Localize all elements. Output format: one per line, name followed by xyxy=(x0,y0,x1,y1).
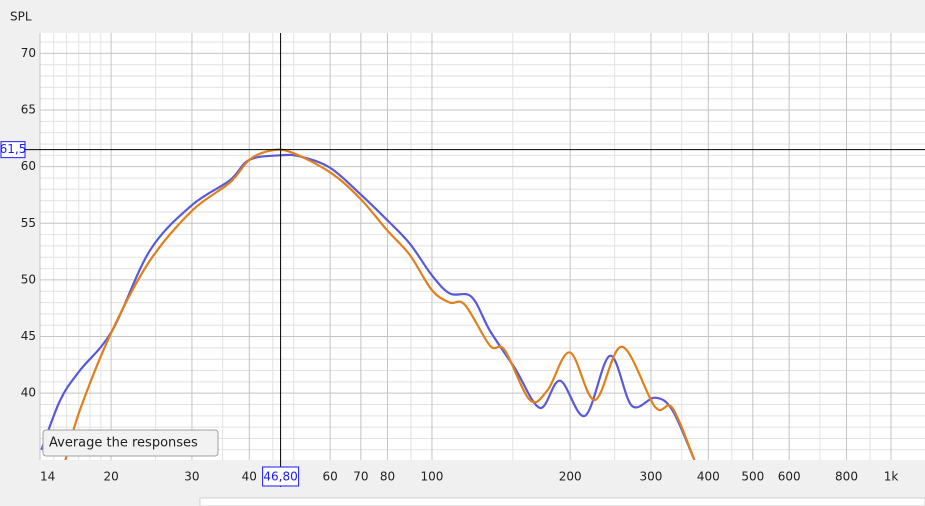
cursor-y-label: 61,5 xyxy=(0,142,26,156)
x-tick-label: 70 xyxy=(353,470,368,484)
x-tick-label: 600 xyxy=(778,470,801,484)
x-tick-label: 30 xyxy=(184,470,199,484)
x-tick-label: 200 xyxy=(559,470,582,484)
curves xyxy=(40,148,696,460)
x-tick-label: 100 xyxy=(421,470,444,484)
y-tick-label: 45 xyxy=(21,329,36,343)
cursor-x-label: 46,80 xyxy=(263,470,297,484)
cursor-x-box xyxy=(262,466,300,487)
response-curve xyxy=(40,153,696,460)
cursor-y-box xyxy=(0,141,26,159)
y-tick-label: 55 xyxy=(21,216,36,230)
x-tick-label: 1k xyxy=(884,470,899,484)
overlay: 61,5 46,80 Average the responses xyxy=(0,33,925,487)
x-tick-label: 400 xyxy=(697,470,720,484)
response-curve xyxy=(64,148,696,460)
tooltip-box xyxy=(42,429,219,457)
x-tick-label: 80 xyxy=(380,470,395,484)
grid xyxy=(39,33,925,460)
x-tick-label: 60 xyxy=(322,470,337,484)
status-strip xyxy=(199,497,925,506)
x-tick-label: 300 xyxy=(640,470,663,484)
x-tick-label: 800 xyxy=(835,470,858,484)
plot-area xyxy=(40,33,925,460)
y-tick-label: 50 xyxy=(21,272,36,286)
x-tick-label: 20 xyxy=(103,470,118,484)
tooltip-text: Average the responses xyxy=(49,436,198,451)
y-axis-label: SPL xyxy=(10,10,32,24)
y-tick-label: 40 xyxy=(21,386,36,400)
x-tick-label: 40 xyxy=(242,470,257,484)
y-tick-label: 70 xyxy=(21,46,36,60)
x-tick-label: 500 xyxy=(741,470,764,484)
x-tick-label: 14 xyxy=(40,470,55,484)
y-tick-label: 65 xyxy=(21,103,36,117)
y-tick-label: 60 xyxy=(21,159,36,173)
